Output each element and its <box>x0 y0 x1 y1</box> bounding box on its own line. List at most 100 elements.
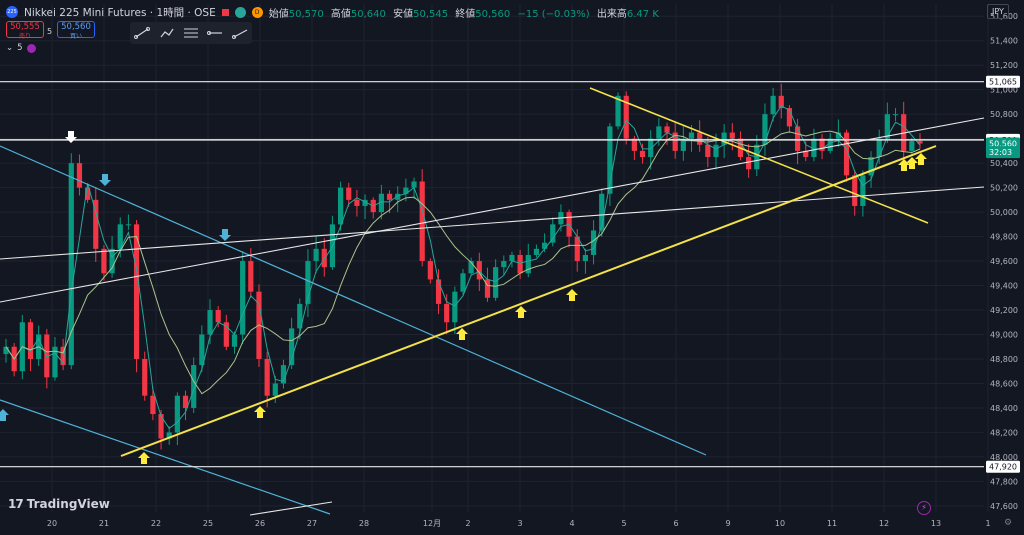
y-tick-label: 48,000 <box>990 453 1018 462</box>
candle-body <box>868 157 874 176</box>
y-tick-label: 49,200 <box>990 306 1018 315</box>
flag-icon[interactable] <box>221 8 229 16</box>
currency-selector[interactable]: JPY <box>987 4 1009 19</box>
collapse-chevron-icon[interactable]: ⌄ <box>6 43 14 53</box>
candle-body <box>770 95 776 115</box>
price-axis-label: 32:03 <box>986 146 1020 159</box>
candle-body <box>762 114 768 145</box>
candle <box>656 118 662 146</box>
price-label-box <box>986 460 1020 473</box>
y-tick-label: 50,000 <box>990 208 1018 217</box>
annotation-arrow <box>906 157 918 169</box>
candle <box>395 186 401 212</box>
buy-button[interactable]: 50,560 買い <box>57 21 95 40</box>
candle-body <box>117 224 123 249</box>
ray-icon[interactable] <box>231 26 249 40</box>
candle <box>688 125 695 152</box>
y-tick-label: 51,200 <box>990 61 1018 70</box>
candle <box>52 337 58 381</box>
x-tick-label: 13 <box>931 519 941 528</box>
candle <box>166 426 172 445</box>
candle-body <box>705 144 711 158</box>
candle-body <box>60 346 66 366</box>
candle <box>240 251 246 345</box>
candle <box>223 314 229 351</box>
candle <box>917 133 923 149</box>
x-tick-label: 25 <box>203 519 213 528</box>
price-axis-label: 51,065 <box>986 75 1020 88</box>
candle-body <box>101 248 107 274</box>
annotation-arrow <box>515 306 527 318</box>
candle-body <box>240 261 246 335</box>
candle-body <box>664 126 670 133</box>
horizontal-ray-icon[interactable] <box>206 26 224 40</box>
candle-body <box>509 254 515 262</box>
candle-body <box>313 248 319 262</box>
candle <box>525 243 531 278</box>
price-label-text: 51,065 <box>989 78 1017 87</box>
indicator-visibility-icon[interactable] <box>26 43 36 53</box>
candle-body <box>542 242 548 249</box>
candle-body <box>525 254 531 274</box>
candle-body <box>476 261 482 280</box>
sell-button[interactable]: 50,555 売り <box>6 21 44 40</box>
candle-body <box>264 358 270 396</box>
candle-body <box>811 138 817 158</box>
candle-body <box>52 346 58 378</box>
candle-body <box>207 310 213 335</box>
trend-line-icon[interactable] <box>133 26 151 40</box>
candle-body <box>166 432 172 439</box>
ohlc-change: −15 (−0.03%) <box>517 8 590 20</box>
candle-body <box>142 358 148 396</box>
candle-body <box>639 150 646 158</box>
candle-body <box>778 95 784 109</box>
cyan-channel-lower <box>0 399 331 515</box>
candle-body <box>403 187 409 194</box>
candle-body <box>297 303 303 329</box>
candle-body <box>158 414 164 439</box>
candle-body <box>794 126 801 151</box>
candle-body <box>623 95 629 139</box>
x-tick-label: 5 <box>621 519 626 528</box>
data-status-icon[interactable]: D <box>251 6 263 18</box>
candle-body <box>362 199 368 206</box>
candle-body <box>688 132 695 139</box>
candle-body <box>876 138 882 158</box>
candle-body <box>76 163 83 188</box>
candle-body <box>909 141 915 151</box>
candle <box>346 182 352 207</box>
candle-body <box>917 141 923 144</box>
candle <box>648 130 654 170</box>
candle <box>60 338 66 371</box>
candle <box>199 325 205 372</box>
candle-body <box>395 193 401 200</box>
price-label-text: 47,920 <box>989 463 1017 472</box>
y-tick-label: 48,600 <box>990 379 1018 388</box>
candle-body <box>656 126 662 139</box>
candle-body <box>852 175 858 206</box>
candle-body <box>599 193 605 231</box>
candle <box>191 357 197 414</box>
path-icon[interactable] <box>158 26 176 40</box>
symbol-title[interactable]: Nikkei 225 Mini Futures · 1時間 · OSE <box>24 6 216 19</box>
candle <box>582 248 589 274</box>
buy-price: 50,560 <box>61 22 91 32</box>
bolt-icon[interactable]: ⚡ <box>917 501 931 515</box>
candle <box>27 318 34 372</box>
pitchfork-icon[interactable] <box>182 26 200 40</box>
candle <box>892 107 899 122</box>
y-tick-label: 48,800 <box>990 355 1018 364</box>
volume-value: 6.47 K <box>626 8 659 20</box>
tradingview-logo[interactable]: 17 TradingView <box>8 497 110 511</box>
candle <box>3 338 9 363</box>
candle-body <box>574 236 580 262</box>
candle-body <box>582 254 589 262</box>
candle <box>452 286 458 334</box>
market-open-icon[interactable] <box>234 6 246 18</box>
annotation-arrow <box>456 328 468 340</box>
gear-icon[interactable]: ⚙ <box>1004 518 1013 528</box>
candle-body <box>835 132 841 139</box>
candle <box>354 189 360 217</box>
indicator-row[interactable]: ⌄ 5 <box>6 43 36 53</box>
